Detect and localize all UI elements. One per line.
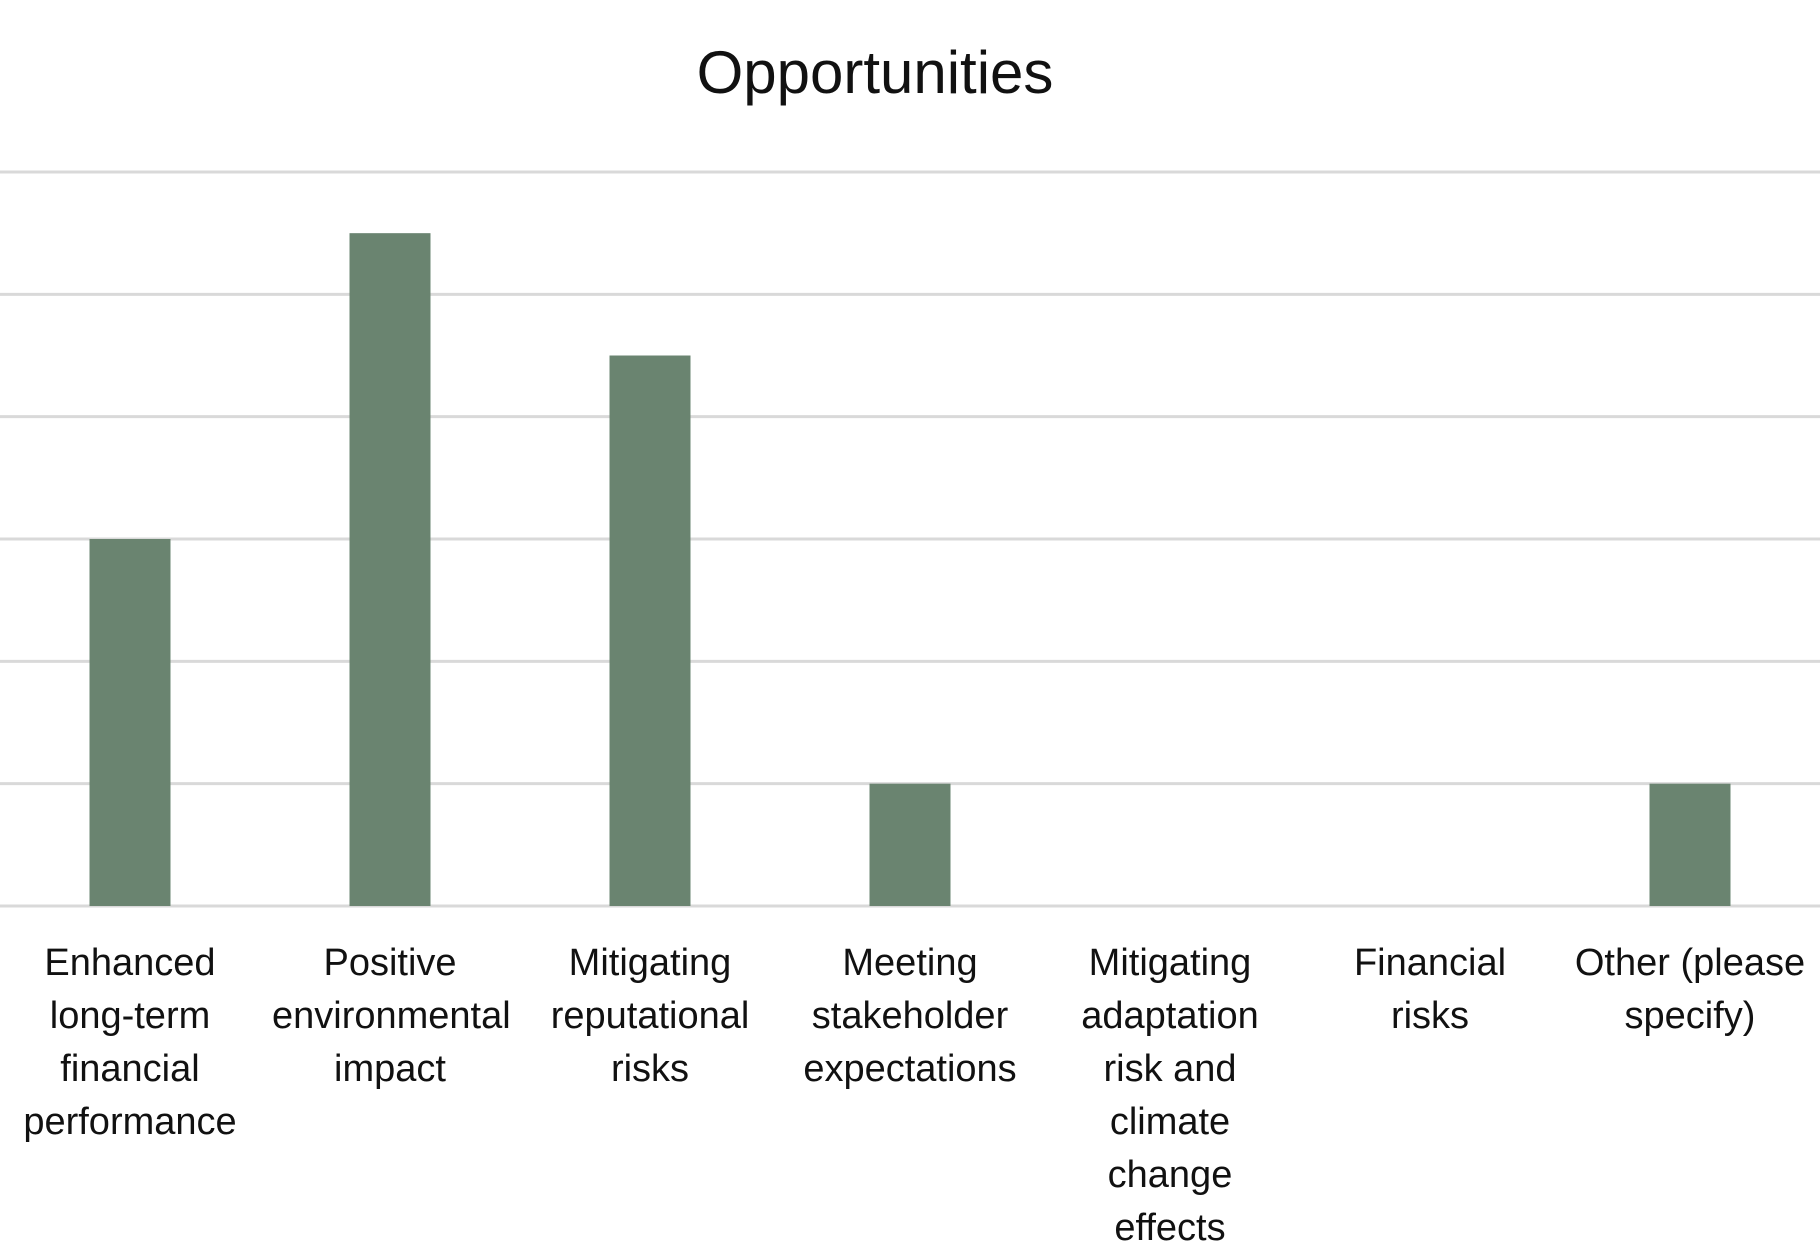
x-tick-label: Meeting stakeholder expectations <box>803 942 1017 1090</box>
bar-6 <box>1649 783 1731 906</box>
bar-2 <box>609 355 691 906</box>
x-tick-label: Enhanced long-term financial performance <box>23 942 237 1143</box>
chart-plot-area <box>0 170 1820 908</box>
bar-1 <box>349 233 431 906</box>
x-tick-label: Mitigating reputational risks <box>550 942 750 1090</box>
chart-container: Opportunities Enhanced long-term financi… <box>0 39 1820 1249</box>
x-tick-label: Financial risks <box>1353 942 1507 1037</box>
x-tick-label: Mitigating adaptation risk and climate c… <box>1081 942 1259 1249</box>
bar-3 <box>869 783 951 906</box>
x-tick-label: Other (please specify) <box>1574 942 1806 1037</box>
bar-0 <box>89 539 171 906</box>
x-tick-label: Positive environmental impact <box>272 942 511 1090</box>
chart-title: Opportunities <box>696 39 1054 106</box>
